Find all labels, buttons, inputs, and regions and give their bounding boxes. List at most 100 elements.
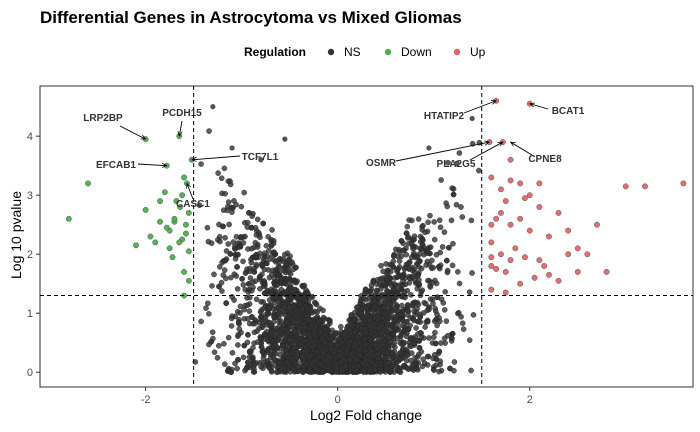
ns-point — [232, 246, 238, 252]
ns-point — [448, 335, 455, 342]
ns-point — [216, 221, 222, 228]
y-tick-label: 0 — [27, 367, 33, 379]
ns-point — [234, 286, 241, 292]
ns-point — [281, 366, 288, 372]
ns-point — [229, 205, 236, 211]
ns-point — [249, 314, 255, 320]
ns-point — [454, 160, 460, 167]
data-point-up — [502, 268, 509, 275]
ns-point — [272, 342, 279, 349]
ns-point — [277, 328, 283, 334]
ns-point — [311, 342, 318, 348]
ns-point — [403, 333, 410, 340]
annotation-label: PLA2G5 — [437, 159, 476, 170]
data-point-up — [603, 268, 610, 275]
ns-point — [377, 362, 384, 369]
ns-point — [227, 251, 234, 257]
ns-point — [261, 278, 267, 284]
ns-point — [417, 314, 423, 320]
ns-point — [223, 300, 229, 306]
ns-point — [384, 276, 391, 283]
ns-point — [232, 360, 238, 367]
ns-point — [265, 233, 272, 240]
annotation-arrow — [511, 142, 533, 156]
data-point-up — [488, 221, 495, 228]
ns-point — [260, 365, 266, 372]
ns-point — [246, 287, 252, 293]
ns-point — [251, 269, 258, 275]
ns-point — [387, 301, 394, 308]
ns-point — [306, 368, 312, 375]
ns-point — [381, 345, 387, 352]
ns-point — [295, 291, 301, 298]
ns-point — [337, 352, 343, 358]
ns-point — [436, 368, 442, 375]
ns-point — [276, 309, 283, 316]
y-tick-label: 2 — [27, 249, 33, 261]
ns-point — [268, 351, 274, 358]
ns-point — [419, 237, 426, 243]
ns-point — [426, 145, 432, 151]
ns-point — [378, 331, 384, 337]
ns-point — [469, 115, 475, 122]
ns-point — [391, 253, 397, 259]
ns-point — [447, 365, 453, 372]
ns-point — [260, 299, 267, 305]
ns-point — [360, 360, 366, 367]
ns-point — [328, 346, 335, 353]
ns-point — [326, 317, 333, 324]
ns-point — [300, 283, 306, 290]
ns-point — [338, 323, 344, 330]
ns-point — [449, 185, 455, 192]
ns-point — [390, 286, 397, 293]
ns-point — [233, 273, 240, 279]
ns-point — [436, 348, 443, 355]
data-point-up — [507, 156, 514, 163]
annotation-arrow — [469, 142, 503, 161]
data-point-up — [497, 251, 504, 258]
ns-point — [284, 359, 290, 365]
ns-point — [407, 336, 414, 343]
ns-point — [222, 257, 229, 264]
ns-point — [398, 341, 405, 348]
ns-point — [276, 351, 283, 358]
ns-point — [241, 342, 248, 349]
legend-marker-down — [384, 48, 392, 56]
ns-point — [432, 340, 439, 347]
ns-point — [419, 287, 426, 294]
ns-point — [345, 340, 352, 346]
ns-point — [444, 269, 451, 276]
data-point-down — [173, 198, 180, 205]
ns-point — [228, 323, 235, 329]
ns-point — [416, 258, 423, 264]
ns-point — [448, 217, 455, 224]
ns-point — [381, 337, 388, 343]
ns-point — [244, 302, 251, 309]
data-point-up — [517, 215, 524, 222]
ns-point — [456, 150, 463, 156]
data-point-down — [133, 242, 139, 249]
ns-point — [321, 327, 328, 333]
ns-point — [436, 217, 443, 224]
ns-point — [263, 260, 270, 267]
ns-point — [356, 352, 363, 359]
ns-point — [300, 353, 307, 360]
ns-point — [214, 354, 221, 361]
ns-point — [254, 244, 261, 250]
ns-point — [379, 315, 386, 321]
ns-point — [430, 300, 436, 307]
data-point-down — [185, 277, 192, 284]
axes: -2 0 2 0 1 2 3 4 — [27, 131, 533, 406]
data-point-up — [521, 254, 528, 261]
ns-point — [339, 367, 345, 374]
ns-point — [246, 294, 253, 301]
ns-point — [210, 104, 216, 110]
ns-point — [459, 214, 466, 220]
data-point-up — [507, 257, 514, 264]
data-point-up — [680, 180, 687, 187]
ns-point — [431, 219, 437, 225]
ns-point — [415, 318, 421, 325]
ns-point — [403, 230, 410, 236]
ns-point — [285, 269, 292, 276]
ns-point — [383, 365, 390, 372]
